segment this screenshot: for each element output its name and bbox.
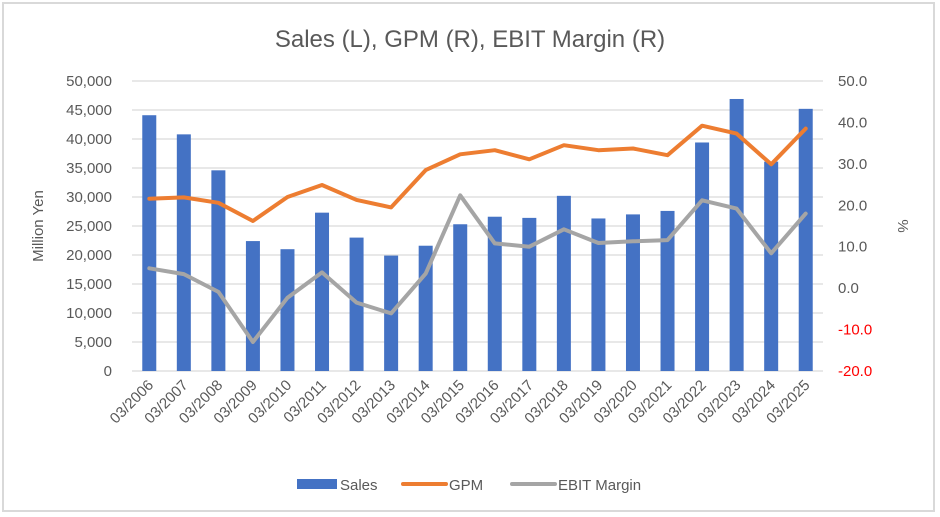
left-tick-label: 20,000 (66, 247, 112, 264)
sales-bar (695, 142, 710, 371)
right-tick-label: 10.0 (838, 239, 867, 256)
right-axis-ticks: -20.0 -10.0 0.0 10.0 20.0 30.0 40.0 50.0 (838, 73, 872, 380)
sales-bar (556, 195, 571, 371)
right-tick-label: 20.0 (838, 197, 867, 214)
left-axis-title: Million Yen (30, 190, 47, 262)
left-tick-label: 50,000 (66, 73, 112, 90)
ebit-margin-line (147, 193, 808, 344)
sales-bar (176, 134, 191, 371)
left-tick-label: 35,000 (66, 160, 112, 177)
left-tick-label: 40,000 (66, 131, 112, 148)
right-tick-label: -10.0 (838, 322, 872, 339)
right-tick-label: 50.0 (838, 73, 867, 90)
sales-bar (315, 212, 330, 371)
sales-bar (729, 98, 744, 371)
legend-item-sales[interactable]: Sales (297, 477, 378, 494)
left-tick-label: 0 (104, 363, 112, 380)
right-tick-label: -20.0 (838, 363, 872, 380)
legend: Sales GPM EBIT Margin (297, 477, 641, 494)
sales-bars (142, 98, 813, 371)
sales-bar (453, 224, 468, 371)
legend-label-ebit-margin: EBIT Margin (558, 477, 641, 494)
x-axis-ticks: 03/200603/200703/200803/200903/201003/20… (107, 377, 814, 427)
gpm-line (147, 123, 808, 223)
sales-bar (142, 115, 157, 371)
sales-bar (245, 241, 260, 371)
chart-frame (2, 2, 935, 512)
left-tick-label: 45,000 (66, 102, 112, 119)
sales-bar (660, 210, 675, 371)
sales-bar (487, 216, 502, 371)
left-tick-label: 25,000 (66, 218, 112, 235)
right-tick-label: 30.0 (838, 156, 867, 173)
legend-label-sales: Sales (340, 477, 378, 494)
left-tick-label: 10,000 (66, 305, 112, 322)
sales-bar (764, 161, 779, 371)
left-tick-label: 15,000 (66, 276, 112, 293)
sales-bar (591, 218, 606, 371)
left-tick-label: 30,000 (66, 189, 112, 206)
legend-item-gpm[interactable]: GPM (401, 477, 483, 494)
sales-bar (211, 170, 226, 371)
right-axis-title: % (894, 219, 911, 232)
right-tick-label: 0.0 (838, 280, 859, 297)
left-tick-label: 5,000 (74, 334, 112, 351)
sales-bar (280, 249, 295, 371)
left-axis-ticks: 0 5,000 10,000 15,000 20,000 25,000 30,000 35,0… (66, 73, 112, 380)
chart-title: Sales (L), GPM (R), EBIT Margin (R) (275, 26, 665, 53)
legend-label-gpm: GPM (449, 477, 483, 494)
legend-swatch-sales (297, 479, 337, 489)
legend-item-ebit-margin[interactable]: EBIT Margin (510, 477, 641, 494)
line-series (147, 123, 808, 344)
gridlines (132, 80, 823, 372)
right-tick-label: 40.0 (838, 114, 867, 131)
sales-bar (625, 214, 640, 371)
sales-bar (522, 217, 537, 371)
sales-bar (798, 108, 813, 371)
